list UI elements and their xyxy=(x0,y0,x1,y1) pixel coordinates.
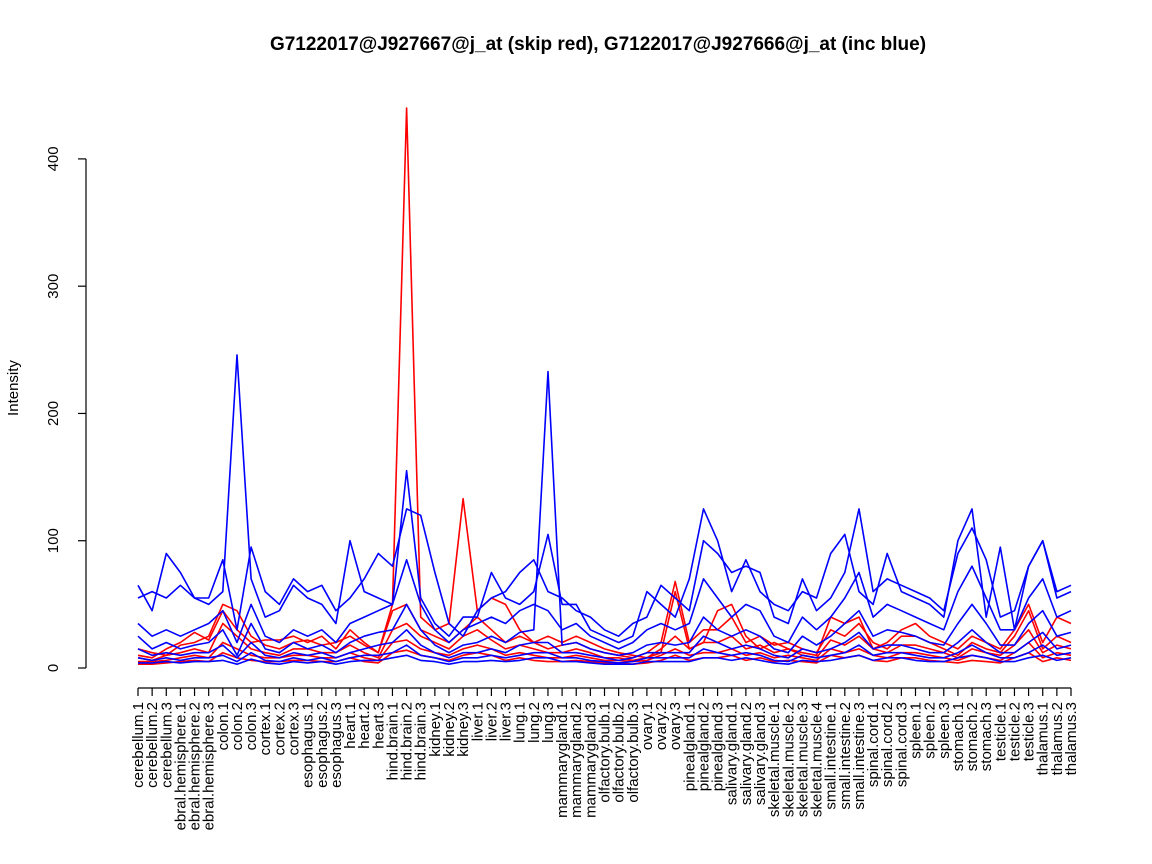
x-tick-label: spinal.cord.1 xyxy=(865,702,882,787)
x-tick-label: cerebellum.2 xyxy=(144,702,161,788)
x-axis: cerebellum.1cerebellum.2cerebellum.3ebra… xyxy=(130,687,1080,830)
x-tick-label: spleen.2 xyxy=(922,702,939,759)
x-tick-label: stomach.2 xyxy=(964,702,981,771)
y-tick-label: 100 xyxy=(45,528,62,553)
x-tick-label: hind.brain.2 xyxy=(399,702,416,780)
x-tick-label: spinal.cord.3 xyxy=(893,702,910,787)
x-tick-label: lung.2 xyxy=(526,702,543,743)
y-axis: 0 100 200 300 400 xyxy=(45,146,87,672)
x-tick-label: lung.1 xyxy=(512,702,529,743)
x-tick-label: esophagus.1 xyxy=(300,702,317,788)
x-tick-label: stomach.1 xyxy=(950,702,967,771)
x-tick-label: hind.brain.1 xyxy=(384,702,401,780)
y-tick-label: 0 xyxy=(45,664,62,672)
x-tick-label: cerebellum.1 xyxy=(130,702,147,788)
x-tick-label: salivary.gland.1 xyxy=(724,702,741,805)
series-group xyxy=(137,107,1072,666)
x-tick-label: esophagus.2 xyxy=(314,702,331,788)
x-tick-label: salivary.gland.3 xyxy=(752,702,769,805)
x-tick-label: hind.brain.3 xyxy=(413,702,430,780)
x-tick-label: small.intestine.2 xyxy=(837,702,854,810)
series-line-inc-blue-1 xyxy=(137,354,1072,644)
x-tick-label: ovary.3 xyxy=(667,702,684,750)
x-tick-label: colon.3 xyxy=(243,702,260,750)
x-tick-label: thalamus.3 xyxy=(1063,702,1080,775)
x-tick-label: liver.1 xyxy=(469,702,486,741)
x-tick-label: small.intestine.1 xyxy=(823,702,840,810)
x-tick-label: mammarygland.3 xyxy=(582,702,599,818)
x-tick-label: kidney.2 xyxy=(441,702,458,757)
x-tick-label: pinealgland.3 xyxy=(710,702,727,791)
x-tick-label: kidney.3 xyxy=(455,702,472,757)
x-tick-label: small.intestine.3 xyxy=(851,702,868,810)
x-tick-label: liver.3 xyxy=(498,702,515,741)
x-tick-label: cortex.2 xyxy=(271,702,288,755)
x-tick-label: lung.3 xyxy=(540,702,557,743)
x-tick-label: pinealgland.1 xyxy=(681,702,698,791)
x-tick-label: thalamus.2 xyxy=(1049,702,1066,775)
x-tick-label: skeletal.muscle.4 xyxy=(809,702,826,817)
series-line-skip-red-2 xyxy=(137,580,1072,659)
x-tick-label: colon.2 xyxy=(229,702,246,750)
series-line-skip-red-4 xyxy=(138,639,1072,663)
x-tick-label: testicle.2 xyxy=(1006,702,1023,761)
y-tick-label: 200 xyxy=(45,401,62,426)
x-tick-label: heart.1 xyxy=(342,702,359,749)
x-tick-label: esophagus.3 xyxy=(328,702,345,788)
y-tick-label: 300 xyxy=(45,274,62,299)
x-tick-label: olfactory.bulb.1 xyxy=(597,702,614,803)
series-line-inc-blue-2 xyxy=(137,508,1072,638)
series-line-inc-blue-6 xyxy=(137,644,1072,664)
x-tick-label: colon.1 xyxy=(215,702,232,750)
x-tick-label: cortex.1 xyxy=(257,702,274,755)
series-line-skip-red-1 xyxy=(137,107,1072,659)
x-tick-label: stomach.3 xyxy=(978,702,995,771)
x-tick-label: ovary.1 xyxy=(639,702,656,750)
x-tick-label: spleen.3 xyxy=(936,702,953,759)
x-tick-label: heart.2 xyxy=(356,702,373,749)
chart-title: G7122017@J927667@j_at (skip red), G71220… xyxy=(270,34,926,55)
x-tick-label: heart.3 xyxy=(370,702,387,749)
y-tick-label: 400 xyxy=(45,146,62,171)
x-tick-label: testicle.3 xyxy=(1021,702,1038,761)
series-line-inc-blue-7 xyxy=(138,654,1072,666)
x-tick-label: skeletal.muscle.1 xyxy=(766,702,783,817)
x-tick-label: ebral.hemisphere.1 xyxy=(172,702,189,830)
x-tick-label: cerebellum.3 xyxy=(158,702,175,788)
series-line-skip-red-5 xyxy=(138,649,1072,666)
x-tick-label: liver.2 xyxy=(483,702,500,741)
x-tick-label: spinal.cord.2 xyxy=(879,702,896,787)
x-tick-label: olfactory.bulb.2 xyxy=(611,702,628,803)
y-axis-label: Intensity xyxy=(5,360,22,416)
x-tick-label: kidney.1 xyxy=(427,702,444,757)
x-tick-label: skeletal.muscle.3 xyxy=(794,702,811,817)
x-tick-label: skeletal.muscle.2 xyxy=(780,702,797,817)
x-tick-label: mammarygland.2 xyxy=(568,702,585,818)
x-tick-label: cortex.3 xyxy=(286,702,303,755)
x-tick-label: ebral.hemisphere.2 xyxy=(187,702,204,830)
x-tick-label: salivary.gland.2 xyxy=(738,702,755,805)
x-tick-label: thalamus.1 xyxy=(1035,702,1052,775)
x-tick-label: mammarygland.1 xyxy=(554,702,571,818)
series-line-inc-blue-5 xyxy=(137,628,1072,662)
series-line-inc-blue-3 xyxy=(137,558,1072,650)
x-tick-label: pinealgland.2 xyxy=(695,702,712,791)
x-tick-label: spleen.1 xyxy=(908,702,925,759)
series-line-inc-blue-4 xyxy=(137,370,1072,657)
x-tick-label: ovary.2 xyxy=(653,702,670,750)
x-tick-label: olfactory.bulb.3 xyxy=(625,702,642,803)
x-tick-label: testicle.1 xyxy=(992,702,1009,761)
x-tick-label: ebral.hemisphere.3 xyxy=(201,702,218,830)
